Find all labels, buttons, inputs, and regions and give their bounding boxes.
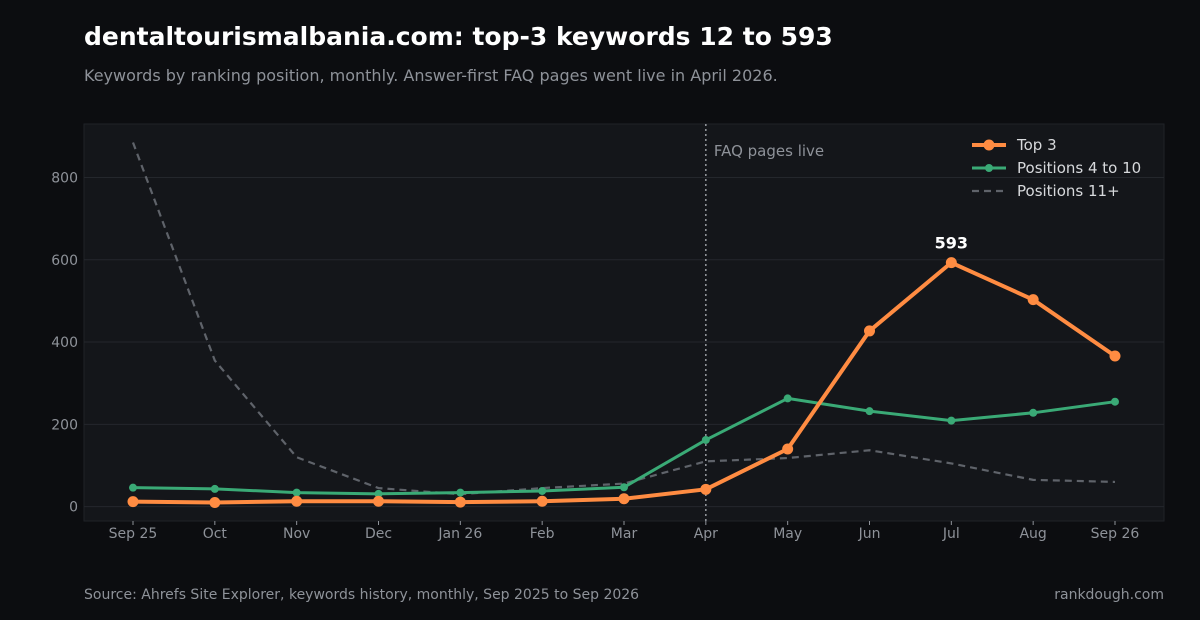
legend-label-pos4to10: Positions 4 to 10	[1017, 159, 1141, 177]
point-top3	[945, 257, 957, 269]
point-top3	[209, 496, 221, 508]
legend-marker-top3	[983, 139, 995, 151]
point-pos4to10	[865, 407, 874, 416]
point-top3	[373, 495, 384, 507]
point-top3	[1027, 294, 1039, 306]
point-top3	[618, 493, 630, 505]
annotations: FAQ pages live 593	[705, 124, 968, 521]
y-tick-label: 800	[51, 170, 78, 186]
point-top3	[782, 443, 794, 455]
point-top3	[864, 325, 875, 337]
point-pos4to10	[292, 488, 301, 497]
point-top3	[454, 496, 466, 508]
legend: Top 3 Positions 4 to 10 Positions 11+	[972, 136, 1141, 200]
y-axis-ticks: 0 200 400 600 800	[51, 170, 78, 515]
x-tick-label: Apr	[694, 526, 718, 542]
point-top3	[291, 495, 303, 507]
point-pos4to10	[129, 483, 137, 492]
point-pos4to10	[1029, 408, 1038, 417]
y-tick-label: 600	[51, 253, 78, 269]
x-tick-label: Aug	[1019, 526, 1046, 542]
legend-label-pos11plus: Positions 11+	[1017, 182, 1120, 200]
point-top3	[536, 495, 548, 507]
chart-title: dentaltourismalbania.com: top-3 keywords…	[84, 22, 833, 51]
x-tick-label: Sep 25	[109, 526, 158, 542]
x-tick-label: Mar	[611, 526, 638, 542]
x-tick-label: Oct	[203, 526, 228, 542]
legend-marker-pos4to10	[985, 164, 993, 172]
point-pos4to10	[947, 416, 956, 425]
y-tick-label: 200	[51, 417, 78, 433]
point-pos4to10	[374, 489, 383, 498]
point-top3	[127, 496, 139, 508]
point-pos4to10	[210, 484, 219, 493]
faq-live-label: FAQ pages live	[714, 142, 824, 160]
x-tick-label: Jun	[858, 526, 881, 542]
grid-lines	[84, 176, 1164, 508]
peak-value-label: 593	[935, 234, 968, 253]
x-tick-label: Jul	[942, 526, 960, 542]
point-pos4to10	[783, 394, 792, 403]
point-top3	[1109, 350, 1121, 362]
x-tick-label: Dec	[365, 526, 392, 542]
x-axis-ticks: Sep 25 Oct Nov Dec Jan 26 Feb Mar Apr May Jun Jul A…	[109, 521, 1140, 542]
source-note: Source: Ahrefs Site Explorer, keywords h…	[84, 587, 640, 603]
point-top3	[700, 483, 712, 495]
point-pos4to10	[456, 488, 465, 497]
y-tick-label: 400	[51, 335, 78, 351]
credit-label: rankdough.com	[1054, 587, 1164, 603]
x-tick-label: May	[773, 526, 802, 542]
chart-subtitle: Keywords by ranking position, monthly. A…	[84, 66, 778, 85]
legend-label-top3: Top 3	[1016, 136, 1057, 154]
point-pos4to10	[538, 486, 547, 495]
point-pos4to10	[620, 483, 628, 492]
x-tick-label: Nov	[283, 526, 310, 542]
x-tick-label: Jan 26	[437, 526, 482, 542]
series-line-pos11plus	[131, 142, 1116, 496]
y-tick-label: 0	[69, 500, 78, 516]
x-tick-label: Feb	[530, 526, 555, 542]
plot-area	[83, 123, 1165, 522]
series-lines	[127, 142, 1121, 508]
point-pos4to10	[1111, 397, 1119, 406]
point-pos4to10	[701, 435, 710, 444]
x-tick-label: Sep 26	[1091, 526, 1140, 542]
